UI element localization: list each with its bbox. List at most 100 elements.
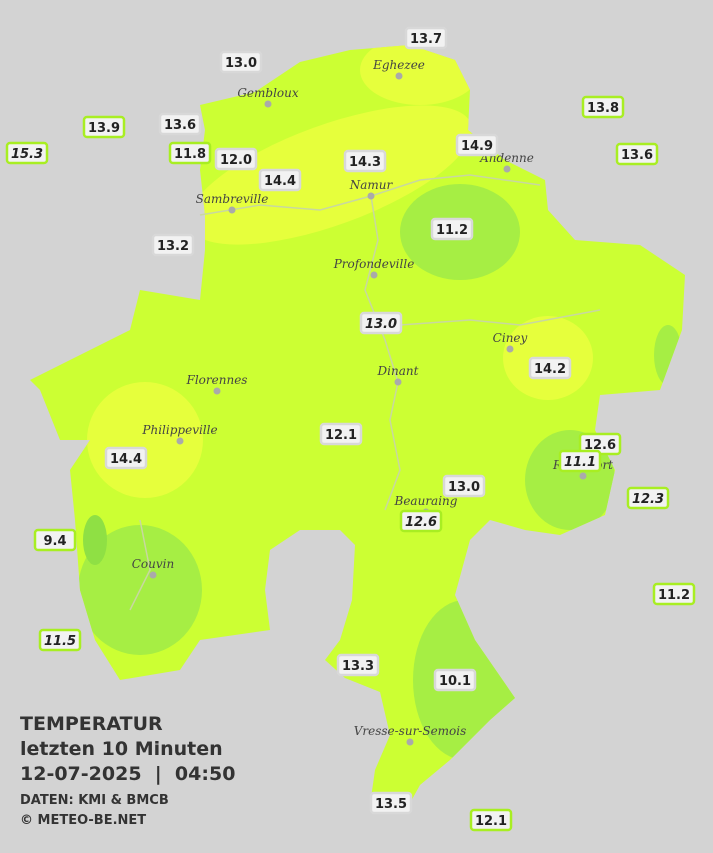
- station: 12.1: [469, 808, 513, 832]
- city-label: Florennes: [186, 373, 248, 387]
- station: 13.5: [369, 791, 413, 815]
- zone-warm: [87, 382, 203, 498]
- station: 13.0: [359, 311, 403, 335]
- station: 14.4: [258, 168, 302, 192]
- station: 13.0: [442, 474, 486, 498]
- station-box: [404, 26, 448, 50]
- city-dot: [579, 472, 587, 480]
- city-label: Dinant: [377, 364, 419, 378]
- station-box: [359, 311, 403, 335]
- station-box: [455, 133, 499, 157]
- station-value: 14.9: [461, 139, 493, 154]
- station-value: 11.1: [564, 455, 596, 470]
- legend-title: TEMPERATUR: [20, 713, 163, 735]
- station-value: 13.5: [375, 797, 407, 812]
- city-dot: [503, 165, 511, 173]
- station-value: 13.2: [157, 239, 189, 254]
- station-box: [369, 791, 413, 815]
- station: 14.3: [343, 149, 387, 173]
- station-value: 12.1: [325, 428, 357, 443]
- legend-timestamp: 12-07-2025 | 04:50: [20, 763, 235, 785]
- city-dot: [264, 100, 272, 108]
- station: 12.0: [214, 147, 258, 171]
- station: 13.2: [151, 233, 195, 257]
- station: 14.2: [528, 356, 572, 380]
- station: 11.2: [652, 582, 696, 606]
- zone-cold: [83, 515, 107, 565]
- station-box: [343, 149, 387, 173]
- city-dot: [213, 387, 221, 395]
- station-box: [33, 528, 77, 552]
- city-dot: [228, 206, 236, 214]
- city-label: Sambreville: [196, 192, 269, 206]
- station-box: [319, 422, 363, 446]
- station-box: [168, 141, 212, 165]
- station-value: 12.6: [405, 515, 437, 530]
- legend-copyright: © METEO-BE.NET: [20, 813, 146, 828]
- station: 12.1: [319, 422, 363, 446]
- station-box: [652, 582, 696, 606]
- station-value: 13.7: [410, 32, 442, 47]
- station: 13.9: [82, 115, 126, 139]
- station: 11.5: [38, 628, 82, 652]
- city-dot: [367, 192, 375, 200]
- station: 13.8: [581, 95, 625, 119]
- city-label: Gembloux: [237, 86, 299, 100]
- station: 12.6: [399, 509, 443, 533]
- station: 12.3: [626, 486, 670, 510]
- station-value: 13.6: [164, 118, 196, 133]
- station: 14.9: [455, 133, 499, 157]
- city-dot: [395, 72, 403, 80]
- station-value: 10.1: [439, 674, 471, 689]
- legend-period: letzten 10 Minuten: [20, 738, 223, 760]
- station: 15.3: [5, 141, 49, 165]
- station-box: [158, 112, 202, 136]
- city-label: Eghezee: [372, 58, 425, 72]
- city-dot: [506, 345, 514, 353]
- station-value: 12.0: [220, 153, 252, 168]
- city-label: Beauraing: [394, 494, 458, 508]
- station-box: [433, 668, 477, 692]
- station-value: 13.0: [365, 317, 397, 332]
- city-dot: [406, 738, 414, 746]
- station-box: [219, 50, 263, 74]
- station-value: 12.3: [632, 492, 664, 507]
- station-value: 13.0: [448, 480, 480, 495]
- city-dot: [149, 571, 157, 579]
- station: 11.8: [168, 141, 212, 165]
- station-box: [258, 168, 302, 192]
- station: 11.2: [430, 217, 474, 241]
- station: 11.1: [558, 449, 602, 473]
- river: [129, 519, 151, 611]
- station-value: 14.4: [264, 174, 296, 189]
- station-box: [442, 474, 486, 498]
- zone-warm: [188, 105, 472, 245]
- station-box: [469, 808, 513, 832]
- station: 13.3: [336, 653, 380, 677]
- station-box: [558, 449, 602, 473]
- station-value: 11.8: [174, 147, 206, 162]
- city-dot: [370, 271, 378, 279]
- station: 13.0: [219, 50, 263, 74]
- station-box: [615, 142, 659, 166]
- station-value: 9.4: [43, 534, 66, 549]
- city-label: Philippeville: [141, 423, 217, 437]
- station-value: 13.8: [587, 101, 619, 116]
- station-value: 13.6: [621, 148, 653, 163]
- station-value: 11.2: [658, 588, 690, 603]
- city-label: Profondeville: [333, 257, 415, 271]
- city-dot: [176, 437, 184, 445]
- city-label: Couvin: [132, 557, 174, 571]
- station-value: 11.2: [436, 223, 468, 238]
- station: 10.1: [433, 668, 477, 692]
- city-dot: [394, 378, 402, 386]
- station-value: 14.2: [534, 362, 566, 377]
- station-box: [104, 446, 148, 470]
- station-value: 13.9: [88, 121, 120, 136]
- rivers: [129, 174, 601, 611]
- city-label: Vresse-sur-Semois: [354, 724, 467, 738]
- station-box: [399, 509, 443, 533]
- station-box: [38, 628, 82, 652]
- city-label: Ciney: [493, 331, 528, 345]
